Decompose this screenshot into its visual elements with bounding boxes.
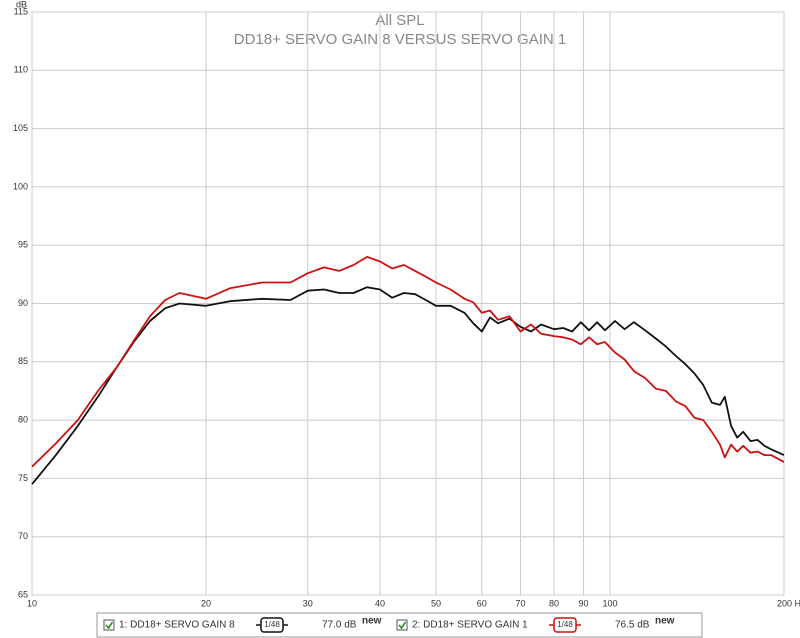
legend-label: 2: DD18+ SERVO GAIN 1 [412,620,528,631]
y-tick-label: 80 [18,414,28,424]
y-axis-label: dB [16,0,27,9]
x-tick-label: 90 [579,598,589,608]
legend-level: 77.0 dB [322,620,357,631]
x-tick-label: 100 [602,598,617,608]
x-tick-label: 10 [27,598,37,608]
y-tick-label: 70 [18,531,28,541]
x-tick-label: 60 [477,598,487,608]
legend-smoothing: 1/48 [264,620,280,629]
x-tick-label: 30 [303,598,313,608]
legend-tag: new [655,616,675,627]
legend-check [105,621,114,630]
series-line [31,255,785,468]
x-tick-label: 200 Hz [777,598,800,608]
y-tick-label: 90 [18,298,28,308]
chart-title: All SPL [375,12,424,29]
legend-smoothing-box [260,617,284,633]
legend-level: 76.5 dB [615,620,650,631]
chart-subtitle: DD18+ SERVO GAIN 8 VERSUS SERVO GAIN 1 [234,31,566,48]
legend-smoothing: 1/48 [557,620,573,629]
legend-tag: new [362,616,382,627]
y-tick-label: 65 [18,589,28,599]
legend-checkbox [396,619,408,631]
x-tick-label: 70 [515,598,525,608]
y-tick-label: 85 [18,356,28,366]
legend-smoothing-box [553,617,577,633]
y-tick-label: 115 [14,6,28,16]
y-tick-label: 95 [18,240,28,250]
legend-checkbox [103,619,115,631]
x-tick-label: 80 [549,598,559,608]
y-tick-label: 75 [18,473,28,483]
y-tick-label: 110 [14,65,28,75]
x-tick-label: 40 [375,598,385,608]
y-tick-label: 100 [13,181,28,191]
legend-label: 1: DD18+ SERVO GAIN 8 [119,620,235,631]
legend-check [398,621,407,630]
y-tick-label: 105 [13,123,28,133]
x-tick-label: 50 [431,598,441,608]
x-tick-label: 20 [201,598,211,608]
